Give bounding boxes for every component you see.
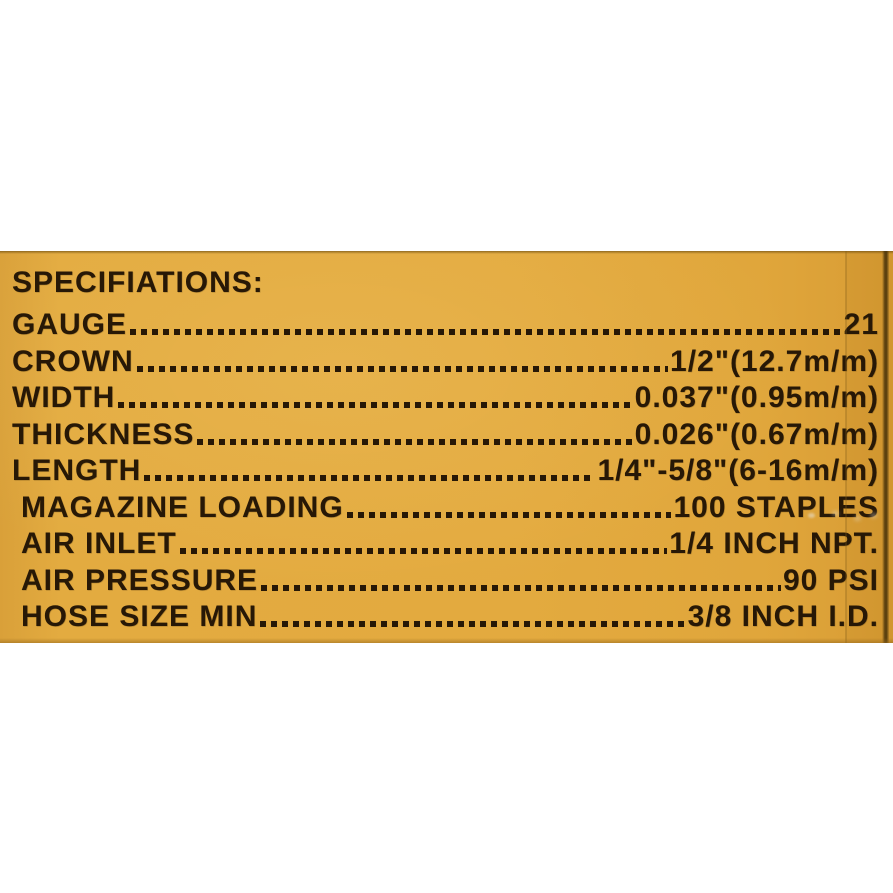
label-top-edge <box>0 251 893 254</box>
label-bottom-edge <box>0 638 893 643</box>
spec-name: WIDTH <box>12 381 116 414</box>
dot-leader <box>179 548 668 554</box>
spec-value: 1/4 INCH NPT. <box>669 527 879 560</box>
spec-name: LENGTH <box>12 454 142 487</box>
spec-row-thickness: THICKNESS 0.026"(0.67m/m) <box>12 417 879 451</box>
spec-name: MAGAZINE LOADING <box>21 490 344 524</box>
spec-row-gauge: GAUGE 21 <box>12 310 879 340</box>
spec-value: 0.037"(0.95m/m) <box>634 381 879 414</box>
spec-value: 100 STAPLES <box>673 490 879 524</box>
label-edge-shadow <box>882 251 889 643</box>
spec-value: 3/8 INCH I.D. <box>687 600 879 633</box>
label-crease <box>845 251 847 643</box>
dot-leader <box>260 621 686 627</box>
dot-leader <box>197 438 633 445</box>
label-title: SPECIFIATIONS: <box>12 266 264 299</box>
spec-value: 1/2"(12.7m/m) <box>670 344 879 378</box>
spec-name: AIR INLET <box>21 527 177 560</box>
spec-value: 0.026"(0.67m/m) <box>634 417 879 451</box>
spec-row-air-inlet: AIR INLET 1/4 INCH NPT. <box>12 529 879 559</box>
spec-label: SPECIFIATIONS: GAUGE 21 CROWN 1/2"(12.7m… <box>0 251 893 643</box>
spec-row-crown: CROWN 1/2"(12.7m/m) <box>12 344 879 378</box>
spec-name: THICKNESS <box>12 417 195 451</box>
spec-name: HOSE SIZE MIN <box>21 600 258 633</box>
spec-name: GAUGE <box>12 308 128 341</box>
spec-row-magazine-loading: MAGAZINE LOADING 100 STAPLES <box>12 490 879 524</box>
spec-row-length: LENGTH 1/4"-5/8"(6-16m/m) <box>12 456 879 486</box>
spec-value: 1/4"-5/8"(6-16m/m) <box>597 454 879 487</box>
dot-leader <box>261 584 781 591</box>
spec-row-hose-size-min: HOSE SIZE MIN 3/8 INCH I.D. <box>12 602 879 632</box>
spec-name: AIR PRESSURE <box>21 563 259 597</box>
dot-leader <box>346 511 672 518</box>
glare-highlight <box>808 513 815 518</box>
dot-leader <box>136 365 669 372</box>
spec-value: 21 <box>843 308 879 341</box>
spec-value: 90 PSI <box>782 563 879 597</box>
spec-name: CROWN <box>12 344 134 378</box>
spec-row-air-pressure: AIR PRESSURE 90 PSI <box>12 563 879 597</box>
dot-leader <box>130 329 842 335</box>
dot-leader <box>118 402 633 408</box>
spec-row-width: WIDTH 0.037"(0.95m/m) <box>12 383 879 413</box>
dot-leader <box>144 475 596 481</box>
